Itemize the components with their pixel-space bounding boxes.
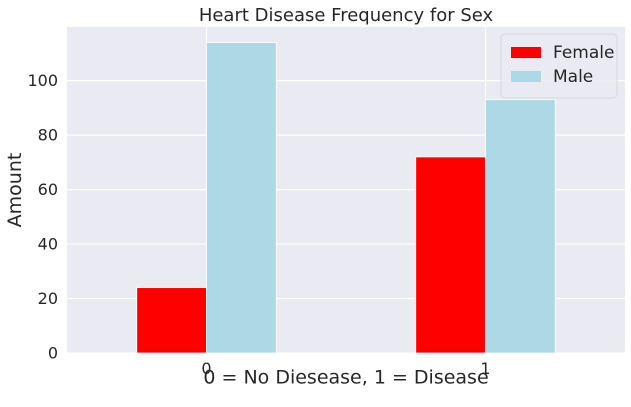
legend-swatch-female bbox=[511, 47, 541, 58]
legend-swatch-male bbox=[511, 71, 541, 82]
bar-male bbox=[485, 99, 556, 354]
y-tick-label: 0 bbox=[48, 344, 58, 363]
x-axis-label: 0 = No Diesease, 1 = Disease bbox=[203, 367, 488, 389]
bar-female bbox=[415, 156, 486, 354]
y-tick-label: 100 bbox=[27, 71, 58, 90]
y-tick-labels: 0 20 40 60 80 100 bbox=[27, 71, 58, 362]
legend-label-male: Male bbox=[553, 67, 593, 87]
y-tick-label: 20 bbox=[38, 289, 58, 308]
y-axis-label: Amount bbox=[4, 153, 26, 228]
chart-title: Heart Disease Frequency for Sex bbox=[199, 5, 494, 26]
x-tick-label: 0 bbox=[201, 359, 211, 378]
bars bbox=[136, 42, 556, 354]
y-tick-label: 80 bbox=[38, 126, 58, 145]
legend: Female Male bbox=[500, 33, 618, 99]
bar-male bbox=[206, 42, 277, 354]
bar-female bbox=[136, 287, 207, 354]
y-tick-label: 40 bbox=[38, 235, 58, 254]
legend-label-female: Female bbox=[553, 43, 614, 63]
x-tick-label: 1 bbox=[480, 359, 490, 378]
y-tick-label: 60 bbox=[38, 180, 58, 199]
